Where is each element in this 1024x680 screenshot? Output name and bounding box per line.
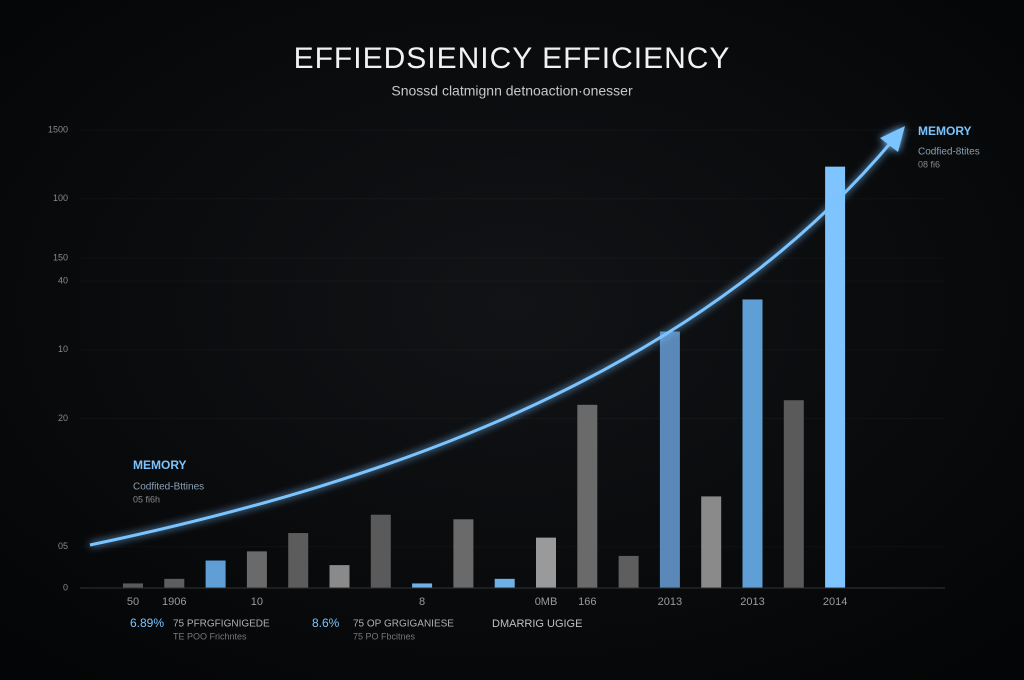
legend-note: TE POO Frichntes bbox=[173, 631, 247, 641]
x-tick-label: 50 bbox=[127, 596, 139, 608]
bar bbox=[701, 496, 722, 588]
y-tick-label: 150 bbox=[53, 253, 68, 263]
bar bbox=[783, 400, 804, 588]
bar bbox=[205, 560, 226, 588]
bar bbox=[494, 578, 515, 588]
annotation: MEMORY bbox=[918, 124, 972, 138]
legend-label: 75 PFRGFIGNIGEDE bbox=[173, 619, 270, 630]
annotation: Codfied-8tites bbox=[918, 147, 980, 158]
bar bbox=[577, 404, 598, 588]
chart-title: EFFIEDSIENICY EFFICIENCY bbox=[294, 42, 731, 75]
trend-arrow bbox=[89, 126, 905, 547]
annotation: 05 fi6h bbox=[133, 494, 160, 504]
bar bbox=[536, 537, 556, 588]
legend-label: 75 OP GRGIGANIESE bbox=[353, 619, 454, 630]
bar bbox=[453, 519, 474, 588]
arrow-head bbox=[880, 126, 905, 152]
bar bbox=[329, 565, 350, 588]
x-tick-label: 8 bbox=[419, 596, 425, 608]
trend-curve bbox=[89, 139, 895, 547]
bar bbox=[123, 583, 143, 588]
bar bbox=[288, 533, 309, 588]
bar bbox=[164, 578, 185, 588]
annotation: 08 fi6 bbox=[918, 159, 940, 169]
legend-label: DMARRIG UGIGE bbox=[492, 618, 582, 630]
legend-value: 6.89% bbox=[130, 616, 164, 630]
y-tick-label: 10 bbox=[58, 344, 68, 354]
y-tick-label: 20 bbox=[58, 413, 68, 423]
y-tick-label: 05 bbox=[58, 541, 68, 551]
x-tick-label: 166 bbox=[578, 596, 596, 608]
x-tick-label: 2013 bbox=[658, 596, 682, 608]
x-tick-label: 1906 bbox=[162, 596, 186, 608]
bar bbox=[825, 166, 846, 588]
y-tick-label: 0 bbox=[63, 582, 68, 592]
chart-subtitle: Snossd clatmignn detnoaction·onesser bbox=[391, 83, 633, 99]
bar bbox=[742, 299, 763, 588]
x-tick-label: 2014 bbox=[823, 596, 847, 608]
y-tick-label: 40 bbox=[58, 276, 68, 286]
legend-value: 8.6% bbox=[312, 616, 340, 630]
bar bbox=[412, 583, 433, 588]
annotation: MEMORY bbox=[133, 458, 187, 472]
annotation: Codfited-Bttines bbox=[133, 482, 204, 493]
bar bbox=[618, 555, 639, 588]
plot-area: 0 05 20 10 40 150 100 1500 50 1906 10 8 0MB 166 2013 20… bbox=[48, 124, 847, 608]
bar bbox=[370, 514, 391, 588]
bar bbox=[246, 551, 267, 588]
y-tick-label: 1500 bbox=[48, 124, 68, 134]
x-tick-label: 0MB bbox=[535, 596, 558, 608]
x-tick-label: 2013 bbox=[740, 596, 764, 608]
y-tick-label: 100 bbox=[53, 193, 68, 203]
legend-note: 75 PO Fbcitnes bbox=[353, 631, 416, 641]
x-tick-label: 10 bbox=[251, 596, 263, 608]
bar bbox=[659, 331, 680, 588]
